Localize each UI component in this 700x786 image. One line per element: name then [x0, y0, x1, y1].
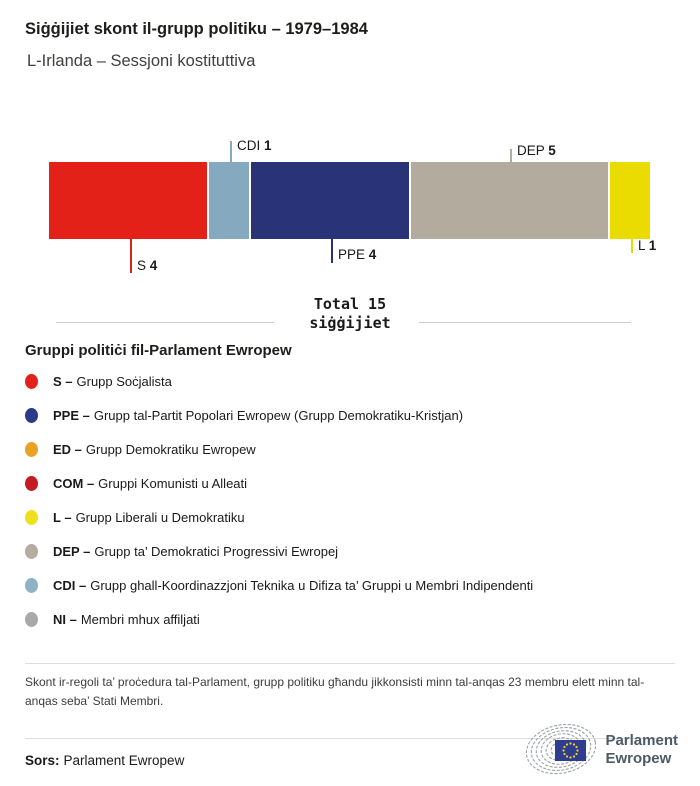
legend-abbr-ed: ED – [53, 441, 82, 457]
page-subtitle: L-Irlanda – Sessjoni kostituttiva [27, 52, 256, 70]
legend-label-ed: ED – Grupp Demokratiku Ewropew [53, 442, 256, 457]
logo-line2: Ewropew [605, 750, 672, 767]
legend-label-ni: NI – Membri mhux affiljati [53, 612, 200, 627]
legend-name-com: Gruppi Komunisti u Alleati [98, 475, 248, 491]
footnote: Skont ir-regoli ta’ proċedura tal-Parlam… [25, 675, 645, 708]
bar-segment-s [49, 162, 208, 239]
legend-name-l: Grupp Liberali u Demokratiku [75, 509, 245, 525]
legend-dot-ppe [25, 407, 38, 423]
callout-value-dep: 5 [548, 143, 556, 158]
callout-line-l [631, 239, 633, 253]
source-value: Parlament Ewropew [63, 753, 185, 768]
legend-label-l: L – Grupp Liberali u Demokratiku [53, 510, 245, 525]
legend-dot-l [25, 509, 38, 525]
legend-abbr-ni: NI – [53, 611, 77, 627]
legend-dot-cdi [25, 577, 38, 593]
legend-abbr-l: L – [53, 509, 72, 525]
legend-label-dep: DEP – Grupp ta’ Demokratici Progressivi E… [53, 544, 338, 559]
callout-abbr-cdi: CDI [237, 138, 261, 153]
total-line2: siġġijiet [309, 314, 391, 332]
legend-label-ppe: PPE – Grupp tal-Partit Popolari Ewropew (… [53, 408, 463, 423]
legend-item-ni: NI – Membri mhux affiljati [25, 602, 675, 636]
legend-label-cdi: CDI – Grupp ghall-Koordinazzjoni Teknika … [53, 578, 533, 593]
callout-label-cdi: CDI 1 [237, 138, 272, 153]
stacked-bar-chart: CDI 1 DEP 5 S 4 PPE 4 L 1 [0, 130, 700, 292]
page-title: Siġġijiet skont il-grupp politiku – 1979… [25, 20, 368, 38]
legend-label-s: S – Grupp Soċjalista [53, 374, 172, 389]
legend-abbr-dep: DEP – [53, 543, 91, 559]
legend-item-dep: DEP – Grupp ta’ Demokratici Progressivi E… [25, 534, 675, 568]
logo-wordmark: Parlament Ewropew [605, 732, 678, 768]
legend-item-cdi: CDI – Grupp ghall-Koordinazzjoni Teknika … [25, 568, 675, 602]
total-seats-banner: Total 15 siġġijiet [0, 293, 700, 341]
total-rule-left [56, 322, 274, 323]
source-label: Sors: [25, 753, 60, 768]
legend-heading: Gruppi politiċi fil-Parlament Ewropew [25, 342, 292, 359]
bar-segment-dep [410, 162, 609, 239]
eu-flag [555, 740, 587, 761]
callout-value-cdi: 1 [264, 138, 272, 153]
callout-label-s: S 4 [137, 258, 157, 273]
callout-line-cdi [230, 141, 232, 162]
divider-top [25, 663, 675, 664]
total-rule-right [419, 322, 631, 323]
bar-segment-ppe [250, 162, 409, 239]
callout-label-dep: DEP 5 [517, 143, 556, 158]
legend-name-s: Grupp Soċjalista [76, 373, 172, 389]
legend-item-l: L – Grupp Liberali u Demokratiku [25, 500, 675, 534]
legend-abbr-s: S – [53, 373, 73, 389]
legend-name-ppe: Grupp tal-Partit Popolari Ewropew (Grupp… [93, 407, 464, 423]
callout-abbr-s: S [137, 258, 147, 273]
legend-label-com: COM – Gruppi Komunisti u Alleati [53, 476, 247, 491]
total-line1: Total 15 [313, 295, 387, 313]
bar-segment-l [610, 162, 651, 239]
legend-name-ed: Grupp Demokratiku Ewropew [85, 441, 256, 457]
hemicycle-icon [526, 724, 597, 775]
legend-dot-ed [25, 441, 38, 457]
european-parliament-logo: Parlament Ewropew [521, 724, 678, 776]
legend: S – Grupp Soċjalista PPE – Grupp tal-Parti… [25, 364, 675, 636]
callout-line-s [130, 239, 132, 273]
callout-value-l: 1 [648, 238, 657, 253]
legend-dot-com [25, 475, 38, 491]
callout-value-ppe: 4 [368, 247, 377, 262]
legend-dot-s [25, 373, 38, 389]
legend-name-ni: Membri mhux affiljati [80, 611, 200, 627]
logo-line1: Parlament [605, 732, 678, 749]
legend-dot-dep [25, 543, 38, 559]
callout-label-l: L 1 [638, 238, 656, 253]
source-line: Sors: Parlament Ewropew [25, 753, 184, 768]
legend-item-com: COM – Gruppi Komunisti u Alleati [25, 466, 675, 500]
callout-line-ppe [331, 239, 333, 263]
legend-name-dep: Grupp ta’ Demokratici Progressivi Ewrope… [94, 543, 339, 559]
legend-dot-ni [25, 611, 38, 627]
callout-abbr-dep: DEP [517, 143, 545, 158]
legend-abbr-ppe: PPE – [53, 407, 90, 423]
callout-abbr-ppe: PPE [338, 247, 366, 262]
callout-abbr-l: L [638, 238, 646, 253]
legend-abbr-com: COM – [53, 475, 95, 491]
bar-segment-cdi [209, 162, 249, 239]
callout-value-s: 4 [149, 258, 158, 273]
callout-label-ppe: PPE 4 [338, 247, 376, 262]
seat-bar [49, 162, 651, 239]
legend-item-s: S – Grupp Soċjalista [25, 364, 675, 398]
legend-abbr-cdi: CDI – [53, 577, 87, 593]
legend-item-ppe: PPE – Grupp tal-Partit Popolari Ewropew (… [25, 398, 675, 432]
legend-item-ed: ED – Grupp Demokratiku Ewropew [25, 432, 675, 466]
total-seats-text: Total 15 siġġijiet [250, 295, 450, 333]
divider-bottom [25, 738, 675, 739]
legend-name-cdi: Grupp ghall-Koordinazzjoni Teknika u Dif… [90, 577, 534, 593]
callout-line-dep [510, 149, 512, 162]
